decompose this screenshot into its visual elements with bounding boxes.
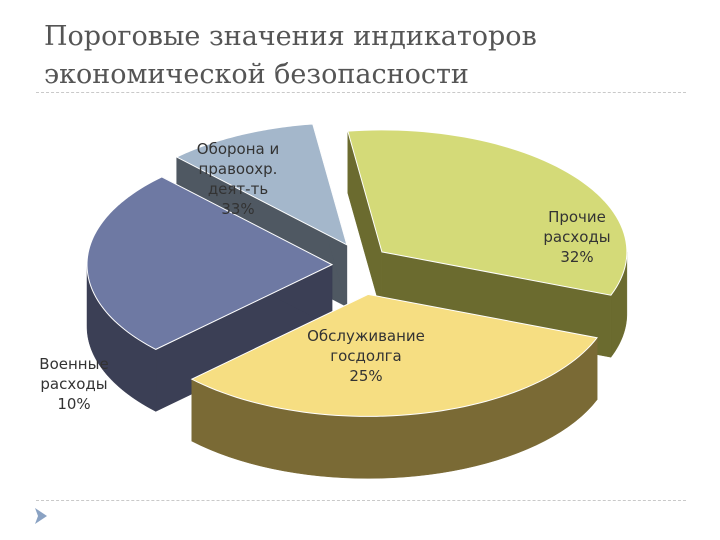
- slice-label-1: Оборона и правоохр. деят-ть 33%: [197, 140, 279, 218]
- slice-label-2: Прочие расходы 32%: [543, 208, 610, 266]
- pie-slice-3: [86, 176, 334, 412]
- pie-slice-2: [190, 293, 598, 479]
- title-divider: [36, 92, 686, 93]
- footer-divider: [36, 500, 686, 501]
- slide-title-line-2: экономической безопасности: [44, 59, 469, 90]
- slice-label-3: Обслуживание госдолга 25%: [307, 327, 425, 385]
- triangle-bullet-icon: [35, 508, 47, 524]
- slide-title-line-1: Пороговые значения индикаторов: [44, 21, 537, 52]
- slide-title: Пороговые значения индикаторов экономиче…: [44, 18, 664, 94]
- slice-label-4: Военные расходы 10%: [39, 355, 108, 413]
